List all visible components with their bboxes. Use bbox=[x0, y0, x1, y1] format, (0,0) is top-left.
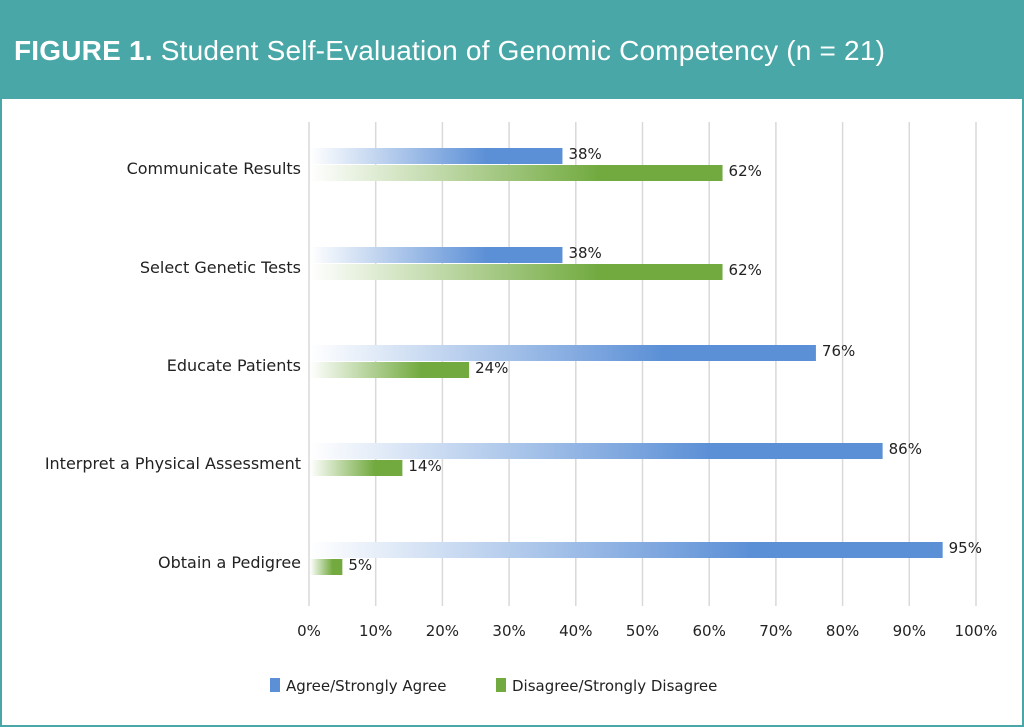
category-label: Educate Patients bbox=[167, 356, 301, 375]
labels: 0% 10% 20% 30% 40% 50% 60% 70% 80% 90% 100% Communi… bbox=[45, 145, 998, 640]
data-label: 86% bbox=[889, 440, 922, 458]
x-tick-label: 80% bbox=[826, 622, 859, 640]
agree-bar bbox=[310, 443, 883, 459]
x-tick-label: 50% bbox=[626, 622, 659, 640]
disagree-bar bbox=[310, 460, 403, 476]
x-tick-label: 20% bbox=[426, 622, 459, 640]
gridlines bbox=[308, 122, 977, 606]
agree-bar bbox=[310, 148, 563, 164]
figure-heading: FIGURE 1. Student Self-Evaluation of Geno… bbox=[14, 35, 885, 67]
data-label: 76% bbox=[822, 342, 855, 360]
agree-bar bbox=[310, 542, 943, 558]
bars bbox=[310, 148, 943, 575]
disagree-bar bbox=[310, 362, 470, 378]
x-tick-label: 90% bbox=[893, 622, 926, 640]
legend-swatch-disagree bbox=[496, 678, 506, 692]
agree-bar bbox=[310, 247, 563, 263]
x-tick-label: 0% bbox=[297, 622, 321, 640]
figure-label: FIGURE 1. bbox=[14, 34, 153, 66]
disagree-bar bbox=[310, 264, 723, 280]
x-tick-label: 40% bbox=[559, 622, 592, 640]
legend-label: Agree/Strongly Agree bbox=[286, 677, 446, 695]
agree-bar bbox=[310, 345, 816, 361]
data-label: 95% bbox=[949, 539, 982, 557]
disagree-bar bbox=[310, 559, 343, 575]
x-tick-label: 30% bbox=[492, 622, 525, 640]
data-label: 38% bbox=[568, 145, 601, 163]
data-label: 5% bbox=[348, 556, 372, 574]
data-label: 24% bbox=[475, 359, 508, 377]
data-label: 62% bbox=[729, 261, 762, 279]
legend-swatch-agree bbox=[270, 678, 280, 692]
category-label: Obtain a Pedigree bbox=[158, 553, 301, 572]
data-label: 62% bbox=[729, 162, 762, 180]
category-label: Interpret a Physical Assessment bbox=[45, 454, 301, 473]
legend: Agree/Strongly Agree Disagree/Strongly Di… bbox=[270, 677, 717, 695]
x-tick-label: 100% bbox=[955, 622, 998, 640]
x-tick-label: 10% bbox=[359, 622, 392, 640]
x-tick-label: 60% bbox=[693, 622, 726, 640]
figure-title: Student Self-Evaluation of Genomic Compe… bbox=[160, 34, 886, 66]
category-label: Select Genetic Tests bbox=[140, 258, 301, 277]
legend-label: Disagree/Strongly Disagree bbox=[512, 677, 717, 695]
category-label: Communicate Results bbox=[127, 159, 301, 178]
data-label: 38% bbox=[568, 244, 601, 262]
disagree-bar bbox=[310, 165, 723, 181]
figure-header: FIGURE 1. Student Self-Evaluation of Geno… bbox=[2, 2, 1022, 99]
data-label: 14% bbox=[408, 457, 441, 475]
x-tick-label: 70% bbox=[759, 622, 792, 640]
